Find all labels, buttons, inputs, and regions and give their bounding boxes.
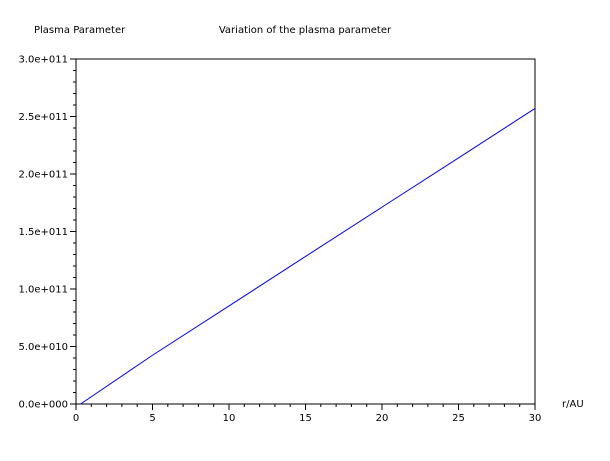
y-tick-label: 2.5e+011 (18, 112, 68, 123)
x-axis-label: r/AU (562, 399, 584, 410)
y-axis-label: Plasma Parameter (34, 25, 126, 36)
y-tick-label: 0.0e+000 (18, 400, 68, 411)
y-tick-label: 1.5e+011 (18, 227, 68, 238)
x-tick-label: 20 (376, 413, 389, 424)
x-axis-ticks: 0 5 10 15 20 25 30 (73, 404, 542, 424)
x-tick-label: 10 (223, 413, 236, 424)
x-tick-label: 30 (529, 413, 542, 424)
chart-title: Variation of the plasma parameter (219, 25, 392, 36)
series-line (80, 108, 536, 405)
y-tick-label: 1.0e+011 (18, 285, 68, 296)
x-tick-label: 5 (149, 413, 155, 424)
series-layer (80, 108, 536, 405)
y-tick-label: 5.0e+010 (18, 342, 68, 353)
y-axis-ticks: 0.0e+000 5.0e+010 1.0e+011 1.5e+011 2.0e+011… (18, 55, 76, 411)
x-tick-label: 15 (299, 413, 312, 424)
x-tick-label: 0 (73, 413, 79, 424)
y-tick-label: 3.0e+011 (18, 55, 68, 66)
x-tick-label: 25 (452, 413, 465, 424)
y-tick-label: 2.0e+011 (18, 170, 68, 181)
